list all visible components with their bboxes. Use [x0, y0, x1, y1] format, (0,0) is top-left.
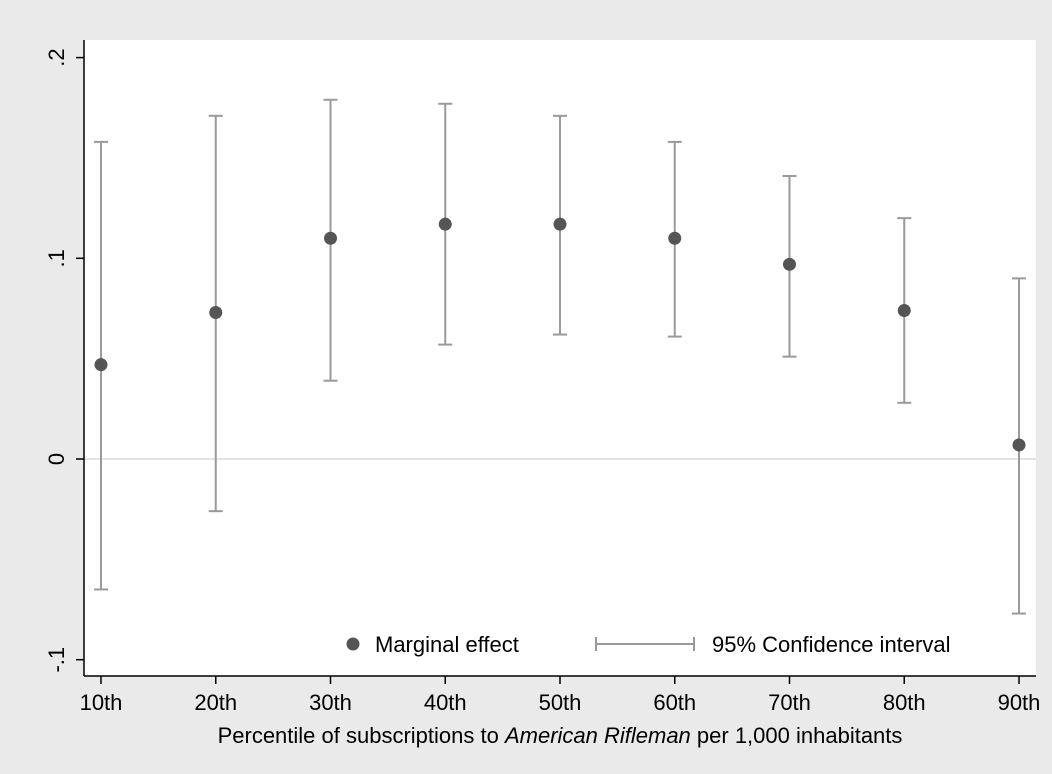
x-tick-label: 50th [539, 690, 582, 715]
legend: Marginal effect 95% Confidence interval [346, 632, 950, 657]
marginal-effect-point [209, 305, 223, 319]
x-tick-label: 40th [424, 690, 467, 715]
marginal-effect-point [94, 358, 108, 372]
y-tick-label: .1 [44, 249, 69, 267]
legend-label-points: Marginal effect [375, 632, 519, 657]
x-axis-title-italic: American Rifleman [503, 723, 691, 748]
y-tick-label: -.1 [44, 647, 69, 673]
x-axis-title-part: per 1,000 inhabitants [691, 723, 903, 748]
marginal-effect-point [897, 303, 911, 317]
marginal-effect-point [438, 217, 452, 231]
x-tick-label: 80th [883, 690, 926, 715]
x-tick-label: 10th [80, 690, 123, 715]
x-axis-title: Percentile of subscriptions to American … [218, 723, 903, 748]
x-tick-label: 20th [194, 690, 237, 715]
legend-label-ci: 95% Confidence interval [712, 632, 950, 657]
x-axis-ticks: 10th 20th 30th 40th 50th 60th 70th 80th 90th [80, 676, 1041, 715]
y-tick-label: .2 [44, 48, 69, 66]
y-tick-label: 0 [44, 453, 69, 465]
x-tick-label: 90th [998, 690, 1041, 715]
marginal-effect-point [668, 231, 682, 245]
x-tick-label: 70th [768, 690, 811, 715]
y-axis-ticks: -.1 0 .1 .2 [44, 48, 84, 673]
marginal-effect-points [94, 217, 1026, 452]
x-axis-title-part: Percentile of subscriptions to [218, 723, 505, 748]
marginal-effect-point [1012, 438, 1026, 452]
x-tick-label: 60th [653, 690, 696, 715]
x-tick-label: 30th [309, 690, 352, 715]
marginal-effect-point [324, 231, 337, 245]
marginal-effect-point [553, 217, 567, 231]
marginal-effect-point [783, 257, 796, 271]
legend-marker-points [346, 637, 360, 651]
